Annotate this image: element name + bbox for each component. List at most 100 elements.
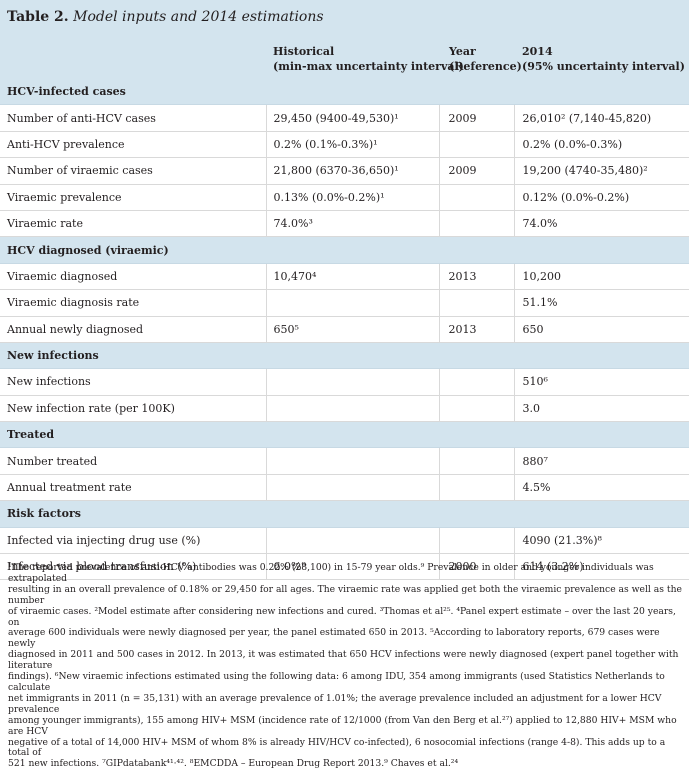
historical-cell <box>265 289 439 317</box>
year-cell <box>438 210 514 238</box>
estimate-cell: 510⁶ <box>513 368 689 396</box>
row-label: Number of viraemic cases <box>0 157 266 185</box>
table-title-bar: Table 2. Model inputs and 2014 estimatio… <box>0 0 689 36</box>
year-cell <box>438 474 514 502</box>
footnote-line: diagnosed in 2011 and 500 cases in 2012.… <box>8 649 679 672</box>
section-heading: HCV diagnosed (viraemic) <box>0 236 689 264</box>
year-cell <box>438 527 514 555</box>
section-heading: Treated <box>0 421 689 449</box>
row-label: Annual treatment rate <box>0 474 266 502</box>
historical-cell <box>265 527 439 555</box>
estimate-cell: 3.0 <box>513 395 689 423</box>
table-row: Viraemic diagnosed 10,470⁴ 2013 10,200 <box>0 263 689 291</box>
estimate-cell: 880⁷ <box>513 447 689 475</box>
footnote-line: of viraemic cases. ²Model estimate after… <box>8 605 676 628</box>
year-cell: 2009 <box>438 104 514 132</box>
row-label: Infected via blood transfusion (%) <box>0 553 266 581</box>
row-label: New infections <box>0 368 266 396</box>
footnote-line: average 600 individuals were newly diagn… <box>8 627 660 650</box>
row-label: Infected via injecting drug use (%) <box>0 527 266 555</box>
estimate-cell: 614 (3.2%) <box>513 553 689 581</box>
estimate-cell: 74.0% <box>513 210 689 238</box>
historical-cell: 29,450 (9400-49,530)¹ <box>265 104 439 132</box>
year-cell: 2013 <box>438 263 514 291</box>
section-row: New infections <box>0 342 689 370</box>
year-cell <box>438 184 514 211</box>
header-historical-title: Historical <box>273 45 335 58</box>
table-row: Annual newly diagnosed 650⁵ 2013 650 <box>0 316 689 343</box>
historical-cell <box>265 447 439 475</box>
table-row: Viraemic diagnosis rate 51.1% <box>0 289 689 317</box>
table-title-label: Table 2. <box>7 9 69 25</box>
table-header: Historical (min-max uncertainty interval… <box>0 36 689 79</box>
year-cell: 2000 <box>438 553 514 581</box>
year-cell <box>438 289 514 317</box>
historical-cell: 0.2% (0.1%-0.3%)¹ <box>265 131 439 159</box>
footnote-line: among younger immigrants), 155 among HIV… <box>8 714 677 737</box>
row-label: Anti-HCV prevalence <box>0 131 266 159</box>
section-heading: New infections <box>0 342 689 370</box>
row-label: Viraemic rate <box>0 210 266 238</box>
table-row: Viraemic prevalence 0.13% (0.0%-0.2%)¹ 0.1… <box>0 184 689 211</box>
section-row: Risk factors <box>0 500 689 528</box>
year-cell: 2013 <box>438 316 514 343</box>
year-cell <box>438 131 514 159</box>
header-2014-title: 2014 <box>522 45 553 58</box>
section-row: HCV diagnosed (viraemic) <box>0 236 689 264</box>
table-row: Annual treatment rate 4.5% <box>0 474 689 502</box>
footnotes: ¹The reported prevalence of anti-HCV ant… <box>8 562 684 770</box>
year-cell: 2009 <box>438 157 514 185</box>
table-row: Viraemic rate 74.0%³ 74.0% <box>0 210 689 238</box>
table-row: Infected via injecting drug use (%) 4090 … <box>0 527 689 555</box>
header-historical-subtitle: (min-max uncertainty interval) <box>273 60 464 73</box>
footnote-line: ¹The reported prevalence of anti-HCV ant… <box>8 562 654 584</box>
row-label: Annual newly diagnosed <box>0 316 266 343</box>
footnote-line: net immigrants in 2011 (n = 35,131) with… <box>8 692 662 715</box>
estimate-cell: 4.5% <box>513 474 689 502</box>
historical-cell: 10,470⁴ <box>265 263 439 291</box>
footnote-line: negative of a total of 14,000 HIV+ MSM o… <box>8 736 666 759</box>
row-label: Number of anti-HCV cases <box>0 104 266 132</box>
table-row: New infections 510⁶ <box>0 368 689 396</box>
historical-cell <box>265 368 439 396</box>
section-heading: Risk factors <box>0 500 689 528</box>
year-cell <box>438 447 514 475</box>
historical-cell <box>265 474 439 502</box>
historical-cell: 0.13% (0.0%-0.2%)¹ <box>265 184 439 211</box>
table-row: Infected via blood transfusion (%) 6.0%⁹ 2… <box>0 553 689 581</box>
section-row: Treated <box>0 421 689 449</box>
row-label: Viraemic prevalence <box>0 184 266 211</box>
data-table: HCV-infected cases Number of anti-HCV cas… <box>0 79 689 581</box>
section-row: HCV-infected cases <box>0 79 689 106</box>
header-year: Year (Reference) <box>449 44 522 74</box>
table-title: Table 2. Model inputs and 2014 estimatio… <box>7 9 324 25</box>
table-row: Number treated 880⁷ <box>0 447 689 475</box>
historical-cell: 21,800 (6370-36,650)¹ <box>265 157 439 185</box>
section-heading: HCV-infected cases <box>0 79 689 106</box>
table-row: Number of viraemic cases 21,800 (6370-36,… <box>0 157 689 185</box>
header-historical: Historical (min-max uncertainty interval… <box>273 44 464 74</box>
footnote-line: resulting in an overall prevalence of 0.… <box>8 583 682 606</box>
year-cell <box>438 368 514 396</box>
estimate-cell: 51.1% <box>513 289 689 317</box>
estimate-cell: 26,010² (7,140-45,820) <box>513 104 689 132</box>
row-label: Viraemic diagnosed <box>0 263 266 291</box>
footnote-line: findings). ⁶New viraemic infections esti… <box>8 671 665 693</box>
header-2014: 2014 (95% uncertainty interval) <box>522 44 685 74</box>
header-2014-subtitle: (95% uncertainty interval) <box>522 60 685 73</box>
table-row: Number of anti-HCV cases 29,450 (9400-49,… <box>0 104 689 132</box>
historical-cell <box>265 395 439 423</box>
historical-cell: 650⁵ <box>265 316 439 343</box>
estimate-cell: 0.12% (0.0%-0.2%) <box>513 184 689 211</box>
estimate-cell: 650 <box>513 316 689 343</box>
estimate-cell: 0.2% (0.0%-0.3%) <box>513 131 689 159</box>
historical-cell: 6.0%⁹ <box>265 553 439 581</box>
estimate-cell: 10,200 <box>513 263 689 291</box>
historical-cell: 74.0%³ <box>265 210 439 238</box>
estimate-cell: 19,200 (4740-35,480)² <box>513 157 689 185</box>
table-row: Anti-HCV prevalence 0.2% (0.1%-0.3%)¹ 0.2%… <box>0 131 689 159</box>
table-title-text: Model inputs and 2014 estimations <box>73 9 324 25</box>
estimate-cell: 4090 (21.3%)⁸ <box>513 527 689 555</box>
header-year-subtitle: (Reference) <box>449 60 522 73</box>
